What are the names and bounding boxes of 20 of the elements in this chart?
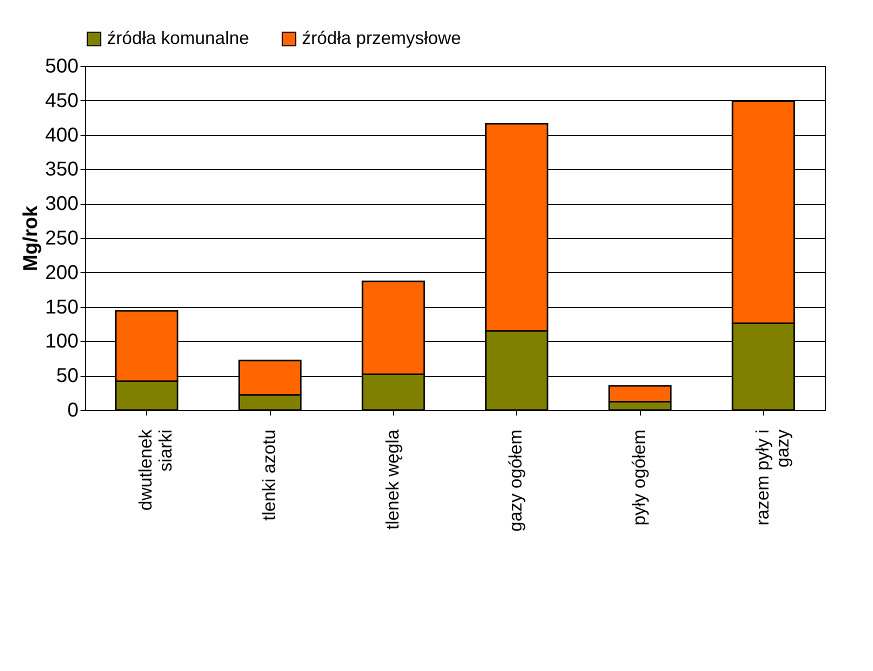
- y-axis-title: Mg/rok: [20, 204, 42, 272]
- x-tick-label: dwutlenek siarki: [136, 428, 176, 511]
- y-tick-label: 0: [67, 400, 78, 422]
- x-tick-label: tlenek węgla: [382, 428, 402, 530]
- y-tick-label: 50: [56, 365, 78, 388]
- x-tick-label: razem pyły i gazy: [752, 430, 792, 526]
- y-tick-label: 150: [45, 296, 78, 318]
- x-tick-label: tlenki azotu: [259, 430, 279, 521]
- y-tick-label: 500: [45, 56, 78, 78]
- legend-label: źródła przemysłowe: [302, 28, 462, 48]
- y-tick-label: 450: [45, 90, 78, 112]
- y-tick-label: 250: [45, 228, 78, 250]
- y-tick-label: 350: [45, 158, 78, 181]
- y-tick-label: 100: [45, 330, 78, 353]
- x-tick-label: pyły ogółem: [629, 430, 649, 526]
- legend-label: źródła komunalne: [107, 28, 250, 48]
- y-tick-label: 200: [45, 262, 78, 284]
- y-tick-label: 400: [45, 124, 78, 146]
- x-tick-label: gazy ogółem: [506, 430, 526, 532]
- y-tick-label: 300: [45, 193, 78, 216]
